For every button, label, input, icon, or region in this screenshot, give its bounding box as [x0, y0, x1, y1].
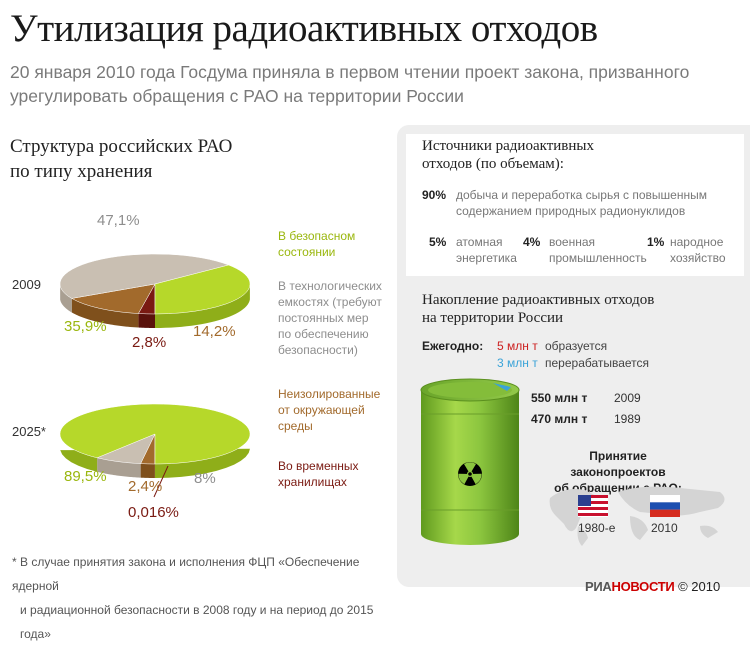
source-desc-energy: атомная энергетика [456, 234, 517, 266]
barrel-graphic [415, 370, 525, 550]
legend-unisolated: Неизолированные от окружающей среды [278, 386, 380, 434]
legend-temporary: Во временных хранилищах [278, 458, 359, 490]
data-label-2025-tech: 8% [194, 470, 216, 487]
legend-safe: В безопасном состоянии [278, 228, 355, 260]
data-label-2009-safe: 35,9% [64, 318, 107, 335]
source-main-line1: добыча и переработка сырья с повышенным [456, 187, 707, 203]
source-main-pct: 90% [422, 187, 446, 203]
year-label-2025: 2025* [12, 424, 46, 439]
data-label-2009-tech: 47,1% [97, 212, 140, 229]
infographic: Утилизация радиоактивных отходов 20 янва… [0, 0, 750, 600]
source-economy-line2: хозяйство [670, 250, 726, 266]
source-desc-military: военная промышленность [549, 234, 647, 266]
accumulation-title-line2: на территории России [422, 309, 654, 327]
footnote-line1: * В случае принятия закона и исполнения … [12, 550, 402, 598]
legend-technological: В технологических емкостях (требуют пост… [278, 278, 382, 358]
processed-text: перерабатывается [545, 355, 649, 371]
source-pct-military: 4% [523, 234, 540, 250]
pie1-side-temp [138, 314, 155, 328]
legend-tech-line2: емкостях (требуют [278, 294, 382, 310]
ria-logo-part1: РИА [585, 579, 612, 594]
ria-logo-part2: НОВОСТИ [612, 579, 675, 594]
data-label-2025-safe: 89,5% [64, 468, 107, 485]
legend-safe-line2: состоянии [278, 244, 355, 260]
source-main-desc: добыча и переработка сырья с повышенным … [456, 187, 707, 219]
sources-title-line1: Источники радиоактивных [422, 137, 594, 155]
amount-2009: 550 млн т [531, 390, 587, 406]
pie-chart-2009 [60, 254, 250, 328]
source-military-line1: военная [549, 234, 647, 250]
accumulation-title-line1: Накопление радиоактивных отходов [422, 291, 654, 309]
pie2-slice-safe [60, 404, 250, 464]
copyright: РИАНОВОСТИ © 2010 [585, 579, 720, 594]
copyright-text: © 2010 [678, 579, 720, 594]
source-main-line2: содержанием природных радионуклидов [456, 203, 707, 219]
footnote-line2: и радиационной безопасности в 2008 году … [12, 598, 402, 646]
legend-unis-line3: среды [278, 418, 380, 434]
legend-tech-line1: В технологических [278, 278, 382, 294]
legend-safe-line1: В безопасном [278, 228, 355, 244]
formed-amount: 5 млн т [497, 338, 538, 354]
year-2009: 2009 [614, 390, 641, 406]
data-label-2009-temp: 2,8% [132, 334, 166, 351]
source-desc-economy: народное хозяйство [670, 234, 726, 266]
ria-logo: РИАНОВОСТИ [585, 579, 674, 594]
data-label-2025-temp: 0,016% [128, 504, 179, 521]
footnote: * В случае принятия закона и исполнения … [12, 550, 402, 646]
usa-year: 1980-е [578, 520, 615, 536]
laws-title-line1: Принятие законопроектов [548, 448, 688, 480]
source-military-line2: промышленность [549, 250, 647, 266]
yearly-label: Ежегодно: [422, 338, 483, 354]
data-label-2025-unis: 2,4% [128, 478, 162, 495]
source-energy-line2: энергетика [456, 250, 517, 266]
legend-tech-line3: постоянных мер [278, 310, 382, 326]
legend-temp-line1: Во временных [278, 458, 359, 474]
legend-unis-line1: Неизолированные [278, 386, 380, 402]
world-map [530, 478, 745, 548]
accumulation-title: Накопление радиоактивных отходов на терр… [422, 291, 654, 327]
source-economy-line1: народное [670, 234, 726, 250]
source-pct-energy: 5% [429, 234, 446, 250]
pie-chart-2025 [60, 404, 250, 478]
legend-temp-line2: хранилищах [278, 474, 359, 490]
russia-flag-icon [650, 495, 680, 517]
pie2-side-unis [141, 464, 155, 478]
legend-tech-line5: безопасности) [278, 342, 382, 358]
sources-title-line2: отходов (по объемам): [422, 155, 594, 173]
usa-flag-icon [578, 495, 608, 517]
formed-text: образуется [545, 338, 607, 354]
legend-tech-line4: по обеспечению [278, 326, 382, 342]
year-1989: 1989 [614, 411, 641, 427]
sources-title: Источники радиоактивных отходов (по объе… [422, 137, 594, 173]
russia-year: 2010 [651, 520, 678, 536]
data-label-2009-unis: 14,2% [193, 323, 236, 340]
source-energy-line1: атомная [456, 234, 517, 250]
legend-unis-line2: от окружающей [278, 402, 380, 418]
processed-amount: 3 млн т [497, 355, 538, 371]
amount-1989: 470 млн т [531, 411, 587, 427]
source-pct-economy: 1% [647, 234, 664, 250]
year-label-2009: 2009 [12, 277, 41, 292]
